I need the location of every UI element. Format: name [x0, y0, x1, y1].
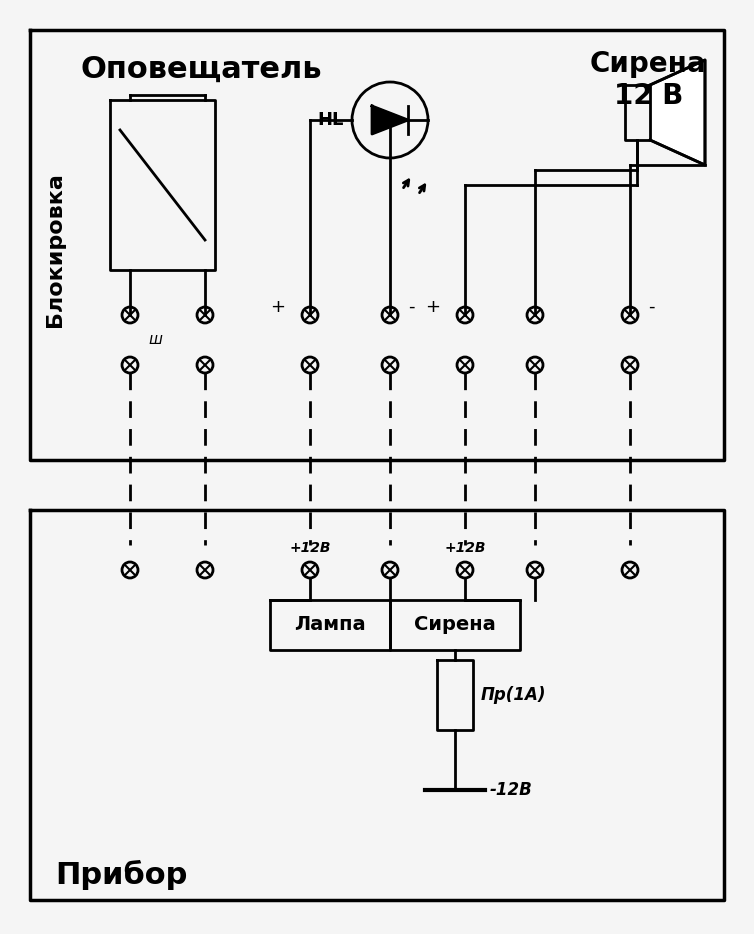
- Text: Сирена
12 В: Сирена 12 В: [590, 50, 706, 110]
- Text: -12В: -12В: [490, 781, 533, 799]
- Polygon shape: [372, 106, 408, 134]
- Text: HL: HL: [317, 111, 344, 129]
- Text: Пр(1А): Пр(1А): [481, 686, 547, 704]
- Text: -: -: [648, 298, 654, 316]
- Text: Лампа: Лампа: [294, 616, 366, 634]
- Text: -: -: [408, 298, 415, 316]
- Text: Прибор: Прибор: [55, 860, 188, 890]
- Text: +12В: +12В: [290, 541, 331, 555]
- Text: ш: ш: [148, 333, 162, 347]
- Text: +: +: [425, 298, 440, 316]
- Text: +12В: +12В: [444, 541, 486, 555]
- Polygon shape: [650, 60, 705, 165]
- Text: Оповещатель: Оповещатель: [80, 55, 322, 84]
- Text: Блокировка: Блокировка: [45, 173, 65, 328]
- Text: Сирена: Сирена: [414, 616, 496, 634]
- Text: +: +: [270, 298, 285, 316]
